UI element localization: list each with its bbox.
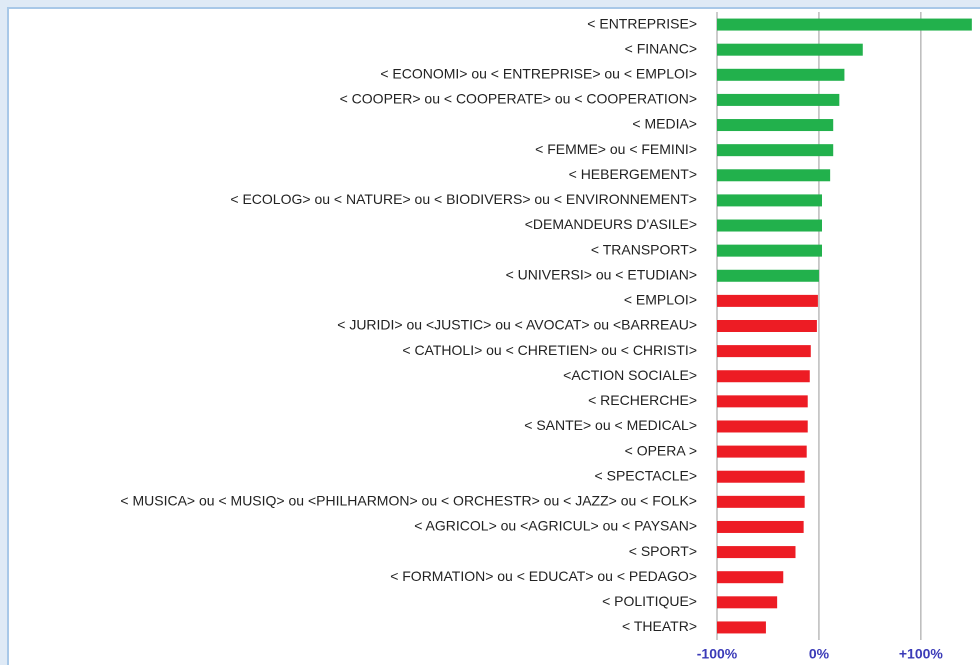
x-tick-label: 0%	[809, 646, 830, 662]
y-tick-label: < ECONOMI> ou < ENTREPRISE> ou < EMPLOI>	[380, 66, 697, 82]
bar	[717, 68, 845, 81]
y-tick-label: < SPECTACLE>	[595, 467, 697, 483]
bar	[717, 571, 784, 584]
bar	[717, 194, 822, 207]
y-tick-label: < COOPER> ou < COOPERATE> ou < COOPERATI…	[340, 91, 697, 107]
y-tick-label: < SPORT>	[629, 543, 697, 559]
bar	[717, 596, 778, 609]
bar	[717, 169, 831, 182]
bar	[717, 144, 834, 157]
bar	[717, 470, 805, 483]
y-tick-label: < SANTE> ou < MEDICAL>	[524, 417, 697, 433]
bar	[717, 546, 796, 559]
bar	[717, 294, 818, 307]
bar	[717, 495, 805, 508]
y-tick-label: < FORMATION> ou < EDUCAT> ou < PEDAGO>	[390, 568, 697, 584]
bar	[717, 219, 822, 232]
y-tick-label: < UNIVERSI> ou < ETUDIAN>	[506, 266, 697, 282]
y-tick-label: < ENTREPRISE>	[587, 15, 697, 31]
bar	[717, 420, 808, 433]
bar	[717, 93, 840, 106]
bar	[717, 345, 811, 358]
bar	[717, 520, 804, 533]
y-tick-label: < EMPLOI>	[624, 292, 697, 308]
y-tick-label: < FEMME> ou < FEMINI>	[535, 141, 697, 157]
bar	[717, 244, 822, 257]
bar	[717, 119, 834, 132]
y-tick-label: < TRANSPORT>	[591, 241, 697, 257]
y-tick-label: < JURIDI> ou <JUSTIC> ou < AVOCAT> ou <B…	[337, 317, 697, 333]
y-tick-label: < HEBERGEMENT>	[569, 166, 697, 182]
bar	[717, 320, 817, 332]
y-tick-label: < AGRICOL> ou <AGRICUL> ou < PAYSAN>	[414, 518, 697, 534]
chart-frame	[7, 7, 980, 665]
y-tick-label: < POLITIQUE>	[602, 593, 697, 609]
y-tick-label: < RECHERCHE>	[588, 392, 697, 408]
y-tick-label: < MUSICA> ou < MUSIQ> ou <PHILHARMON> ou…	[120, 493, 697, 509]
y-tick-label: < CATHOLI> ou < CHRETIEN> ou < CHRISTI>	[402, 342, 697, 358]
y-tick-label: < FINANC>	[625, 40, 697, 56]
y-tick-label: <ACTION SOCIALE>	[563, 367, 697, 383]
bar	[717, 395, 808, 408]
y-tick-label: < THEATR>	[622, 618, 697, 634]
y-tick-label: < ECOLOG> ou < NATURE> ou < BIODIVERS> o…	[230, 191, 697, 207]
x-tick-label: +100%	[899, 646, 944, 662]
bar	[717, 370, 810, 383]
y-tick-label: <DEMANDEURS D'ASILE>	[525, 216, 697, 232]
y-tick-label: < OPERA >	[625, 442, 697, 458]
bar	[717, 621, 766, 634]
bar	[717, 445, 807, 458]
bar	[717, 43, 863, 56]
x-tick-label: -100%	[697, 646, 738, 662]
y-tick-label: < MEDIA>	[632, 116, 697, 132]
bar	[717, 269, 819, 282]
bar	[717, 18, 972, 31]
